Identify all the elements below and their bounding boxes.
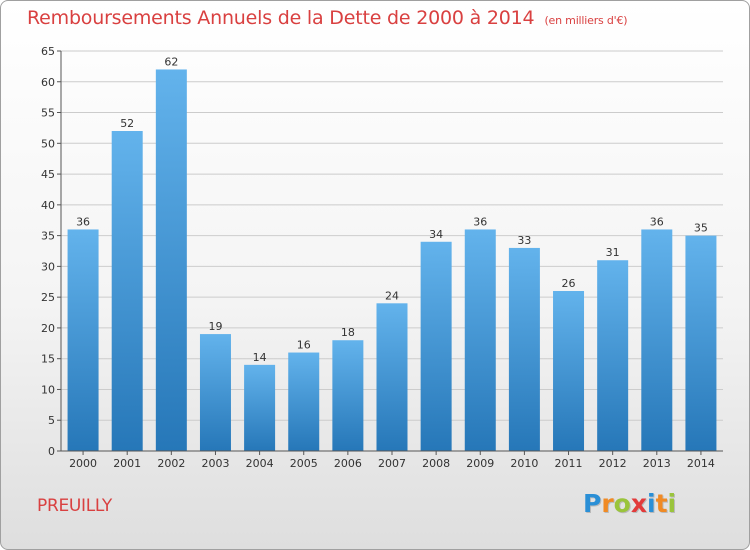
value-label-2009: 36 bbox=[473, 215, 487, 228]
chart-title-text: Remboursements Annuels de la Dette de 20… bbox=[27, 7, 535, 29]
y-tick-label: 0 bbox=[48, 445, 55, 458]
y-tick-label: 5 bbox=[48, 414, 55, 427]
value-label-2014: 35 bbox=[694, 222, 708, 235]
value-label-2012: 31 bbox=[606, 246, 620, 259]
value-label-2006: 18 bbox=[341, 326, 355, 339]
value-label-2010: 33 bbox=[517, 234, 531, 247]
bar-2010 bbox=[508, 247, 540, 451]
bar-2006 bbox=[332, 340, 364, 451]
value-label-2011: 26 bbox=[562, 277, 576, 290]
bar-2011 bbox=[553, 291, 585, 451]
bar-2003 bbox=[199, 334, 231, 451]
place-name: PREUILLY bbox=[37, 496, 112, 516]
x-tick-label-2006: 2006 bbox=[334, 457, 362, 470]
x-tick-label-2008: 2008 bbox=[422, 457, 450, 470]
x-tick-label-2007: 2007 bbox=[378, 457, 406, 470]
x-tick-label-2002: 2002 bbox=[157, 457, 185, 470]
x-tick-label-2014: 2014 bbox=[687, 457, 715, 470]
value-label-2007: 24 bbox=[385, 289, 399, 302]
value-label-2008: 34 bbox=[429, 228, 443, 241]
logo-letter: i bbox=[647, 489, 656, 518]
x-tick-label-2009: 2009 bbox=[466, 457, 494, 470]
y-tick-label: 15 bbox=[41, 353, 55, 366]
y-tick-label: 25 bbox=[41, 291, 55, 304]
bars: 36 52 62 19 14 16 18 24 34 36 33 26 31 36 35 bbox=[67, 55, 717, 451]
y-tick-label: 10 bbox=[41, 383, 55, 396]
axes: 0 5 10 15 20 25 30 35 40 45 50 55 60 65 2000 2001 2002 20… bbox=[41, 45, 723, 470]
value-label-2000: 36 bbox=[76, 215, 90, 228]
bar-2004 bbox=[244, 364, 276, 451]
y-tick-label: 50 bbox=[41, 137, 55, 150]
logo-letter: i bbox=[667, 489, 677, 518]
bar-2005 bbox=[288, 352, 320, 451]
x-tick-label-2012: 2012 bbox=[599, 457, 627, 470]
bar-2009 bbox=[464, 229, 496, 451]
value-label-2013: 36 bbox=[650, 215, 664, 228]
bar-2008 bbox=[420, 241, 452, 451]
bar-2012 bbox=[597, 260, 629, 451]
x-tick-label-2010: 2010 bbox=[510, 457, 538, 470]
logo-letter: r bbox=[601, 489, 614, 518]
value-label-2001: 52 bbox=[120, 117, 134, 130]
y-tick-label: 30 bbox=[41, 260, 55, 273]
value-label-2003: 19 bbox=[208, 320, 222, 333]
y-tick-label: 60 bbox=[41, 76, 55, 89]
bar-2002 bbox=[155, 69, 187, 451]
y-tick-label: 45 bbox=[41, 168, 55, 181]
x-tick-label-2000: 2000 bbox=[69, 457, 97, 470]
proxiti-logo: Proxiti bbox=[583, 489, 676, 518]
bar-2000 bbox=[67, 229, 99, 451]
bar-2001 bbox=[111, 131, 143, 451]
y-tick-label: 65 bbox=[41, 45, 55, 58]
bar-2014 bbox=[685, 235, 717, 451]
y-tick-label: 40 bbox=[41, 199, 55, 212]
logo-letter: t bbox=[655, 489, 668, 518]
value-label-2005: 16 bbox=[297, 339, 311, 352]
bar-2007 bbox=[376, 303, 408, 451]
x-tick-label-2011: 2011 bbox=[555, 457, 583, 470]
x-tick-label-2004: 2004 bbox=[246, 457, 274, 470]
value-label-2002: 62 bbox=[164, 55, 178, 68]
x-tick-label-2005: 2005 bbox=[290, 457, 318, 470]
x-tick-label-2013: 2013 bbox=[643, 457, 671, 470]
logo-letter: o bbox=[613, 489, 631, 518]
chart-unit: (en milliers d'€) bbox=[544, 14, 628, 27]
y-tick-label: 35 bbox=[41, 230, 55, 243]
value-label-2004: 14 bbox=[253, 351, 267, 364]
x-tick-label-2001: 2001 bbox=[113, 457, 141, 470]
chart-title: Remboursements Annuels de la Dette de 20… bbox=[27, 7, 628, 29]
y-tick-label: 20 bbox=[41, 322, 55, 335]
logo-letter: x bbox=[630, 489, 647, 518]
x-tick-label-2003: 2003 bbox=[201, 457, 229, 470]
y-tick-label: 55 bbox=[41, 107, 55, 120]
logo-letter: P bbox=[583, 489, 602, 518]
bar-2013 bbox=[641, 229, 673, 451]
